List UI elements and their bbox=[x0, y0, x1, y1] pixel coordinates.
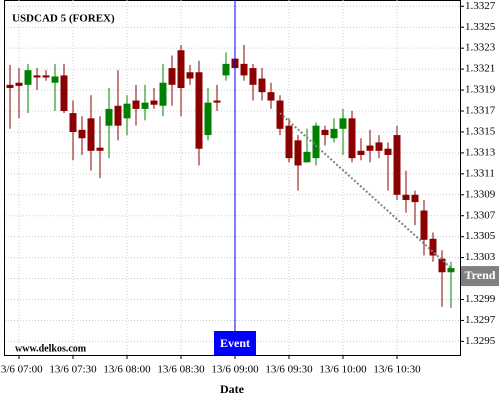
candle-body bbox=[96, 147, 104, 151]
candle-body bbox=[240, 63, 248, 76]
y-tick-label: 1.3317 bbox=[465, 105, 496, 117]
candle-body bbox=[186, 72, 194, 79]
y-tick-label: 1.3319 bbox=[465, 84, 496, 96]
candle-body bbox=[204, 102, 212, 136]
x-tick-label: 13/6 07:30 bbox=[49, 364, 97, 376]
trend-label-box bbox=[461, 266, 499, 287]
candle-body bbox=[15, 82, 23, 86]
candle-body bbox=[366, 145, 374, 151]
candle-body bbox=[6, 84, 14, 88]
trend-label: Trend bbox=[465, 268, 496, 282]
event-label: Event bbox=[220, 336, 250, 350]
watermark: www.delkos.com bbox=[15, 343, 87, 354]
y-tick-label: 1.3295 bbox=[465, 335, 496, 347]
candle-body bbox=[312, 125, 320, 159]
candle-body bbox=[69, 113, 77, 132]
candle-body bbox=[123, 103, 131, 119]
candle-body bbox=[33, 75, 41, 78]
candle-body bbox=[60, 75, 68, 112]
candle-body bbox=[105, 108, 113, 126]
y-tick-label: 1.3323 bbox=[465, 42, 496, 54]
y-tick-label: 1.3315 bbox=[465, 125, 496, 137]
candle-body bbox=[78, 129, 86, 139]
candle-body bbox=[303, 151, 311, 163]
candle-body bbox=[411, 194, 419, 203]
y-tick-label: 1.3325 bbox=[465, 21, 496, 33]
candle-body bbox=[159, 82, 167, 106]
plot-frame bbox=[4, 0, 461, 356]
candle-body bbox=[87, 118, 95, 151]
y-tick-label: 1.3297 bbox=[465, 314, 496, 326]
candle-body bbox=[141, 102, 149, 109]
x-tick-label: 13/6 10:00 bbox=[319, 364, 367, 376]
candle-body bbox=[357, 150, 365, 155]
candle-body bbox=[276, 100, 284, 129]
candle-body bbox=[177, 50, 185, 88]
candle-body bbox=[249, 68, 257, 85]
y-tick-label: 1.3303 bbox=[465, 251, 496, 263]
candle-body bbox=[294, 140, 302, 166]
y-tick-label: 1.3309 bbox=[465, 188, 496, 200]
y-tick-label: 1.3307 bbox=[465, 209, 496, 221]
x-axis-title: Date bbox=[220, 382, 245, 396]
candle-body bbox=[348, 118, 356, 159]
x-tick-label: 13/6 09:00 bbox=[211, 364, 259, 376]
candle-body bbox=[285, 125, 293, 159]
candle-body bbox=[375, 142, 383, 151]
candle-body bbox=[24, 70, 32, 85]
y-tick-label: 1.3321 bbox=[465, 63, 495, 75]
candle-body bbox=[168, 68, 176, 85]
candle-body bbox=[429, 238, 437, 256]
x-tick-label: 13/6 09:30 bbox=[265, 364, 313, 376]
candle-body bbox=[267, 92, 275, 101]
candle-body bbox=[258, 78, 266, 93]
candle-body bbox=[114, 105, 122, 126]
candle-body bbox=[195, 72, 203, 149]
candle-body bbox=[42, 75, 50, 78]
candle-body bbox=[330, 128, 338, 139]
x-tick-label: 13/6 10:30 bbox=[373, 364, 421, 376]
y-tick-label: 1.3327 bbox=[465, 0, 496, 12]
y-tick-label: 1.3305 bbox=[465, 230, 496, 242]
chart-title: USDCAD 5 (FOREX) bbox=[12, 13, 115, 25]
candle-body bbox=[321, 129, 329, 136]
trend-line bbox=[279, 112, 452, 269]
x-tick-label: 13/6 07:00 bbox=[0, 364, 43, 376]
event-label-box bbox=[214, 331, 256, 355]
candle-body bbox=[447, 268, 455, 273]
candle-body bbox=[222, 63, 230, 76]
x-tick-label: 13/6 08:00 bbox=[103, 364, 151, 376]
candle-body bbox=[51, 76, 59, 83]
x-tick-label: 13/6 08:30 bbox=[157, 364, 205, 376]
candle-body bbox=[339, 118, 347, 129]
candle-body bbox=[420, 210, 428, 240]
candle-body bbox=[132, 100, 140, 109]
y-tick-label: 1.3299 bbox=[465, 293, 496, 305]
candle-body bbox=[150, 100, 158, 105]
candle-body bbox=[393, 135, 401, 195]
candle-body bbox=[438, 258, 446, 273]
candle-body bbox=[213, 100, 221, 103]
candle-body bbox=[384, 148, 392, 155]
y-tick-label: 1.3313 bbox=[465, 146, 496, 158]
candle-body bbox=[402, 194, 410, 201]
y-tick-label: 1.3311 bbox=[465, 167, 495, 179]
